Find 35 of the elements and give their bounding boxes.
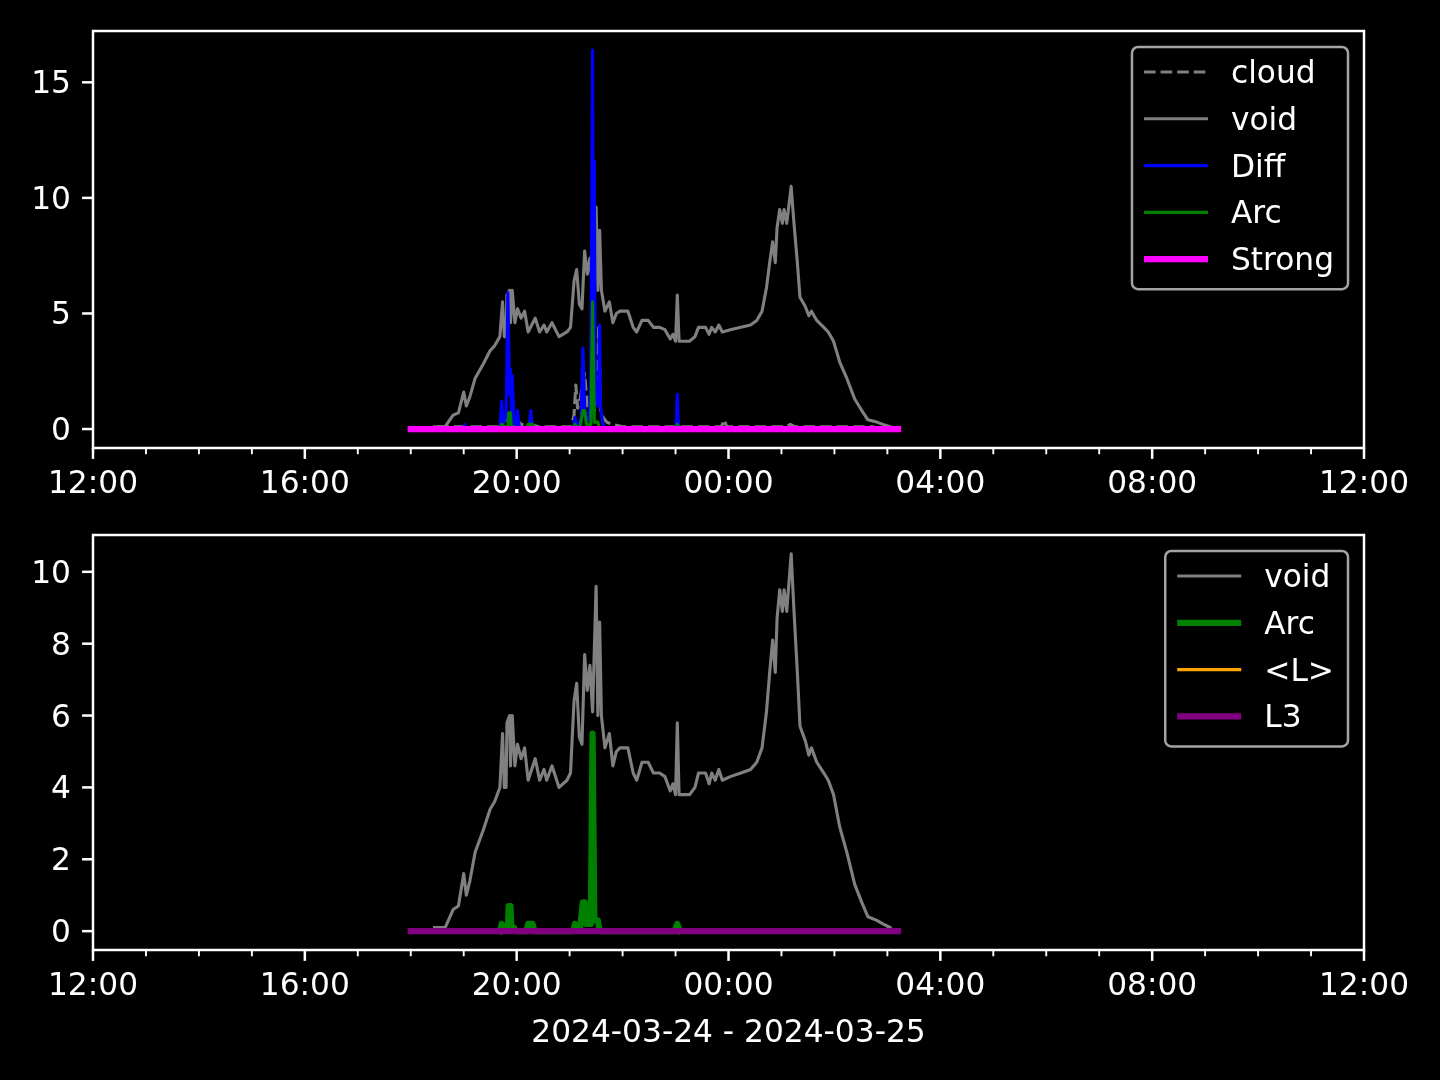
y-tick-label: 15 [31,64,71,101]
legend-label: Arc [1264,604,1315,641]
y-tick-label: 10 [31,179,71,216]
y-tick-label: 2 [51,841,71,878]
x-tick-label: 04:00 [895,464,986,500]
x-tick-label: 20:00 [471,966,562,1002]
legend-label: Diff [1230,147,1287,184]
x-tick-label: 08:00 [1107,966,1198,1002]
x-tick-label: 12:00 [47,464,139,500]
y-tick-label: 10 [31,553,71,590]
y-tick-label: 0 [51,411,71,448]
x-tick-label: 04:00 [895,966,986,1002]
x-axis-title: 2024-03-24 - 2024-03-25 [531,1013,926,1049]
y-tick-label: 8 [51,625,71,662]
legend-label: void [1264,558,1331,594]
x-tick-label: 16:00 [259,966,350,1002]
x-tick-label: 20:00 [471,464,562,500]
y-tick-label: 6 [51,697,71,734]
x-tick-label: 12:00 [1318,966,1410,1002]
x-tick-label: 00:00 [683,464,774,500]
y-tick-label: 5 [51,295,71,332]
line-series [433,552,892,930]
legend-label: L3 [1264,698,1302,735]
legend-label: void [1230,100,1298,137]
y-tick-label: 4 [51,769,71,806]
x-tick-label: 12:00 [47,966,139,1002]
y-tick-label: 0 [51,913,71,950]
legend-label: <L> [1264,651,1334,688]
x-tick-label: 16:00 [259,464,350,500]
x-tick-label: 00:00 [683,966,774,1002]
legend-label: Arc [1230,194,1282,231]
x-tick-label: 08:00 [1107,464,1198,500]
legend-label: Strong [1230,241,1334,278]
x-tick-label: 12:00 [1318,464,1410,500]
legend-label: cloud [1230,54,1316,90]
